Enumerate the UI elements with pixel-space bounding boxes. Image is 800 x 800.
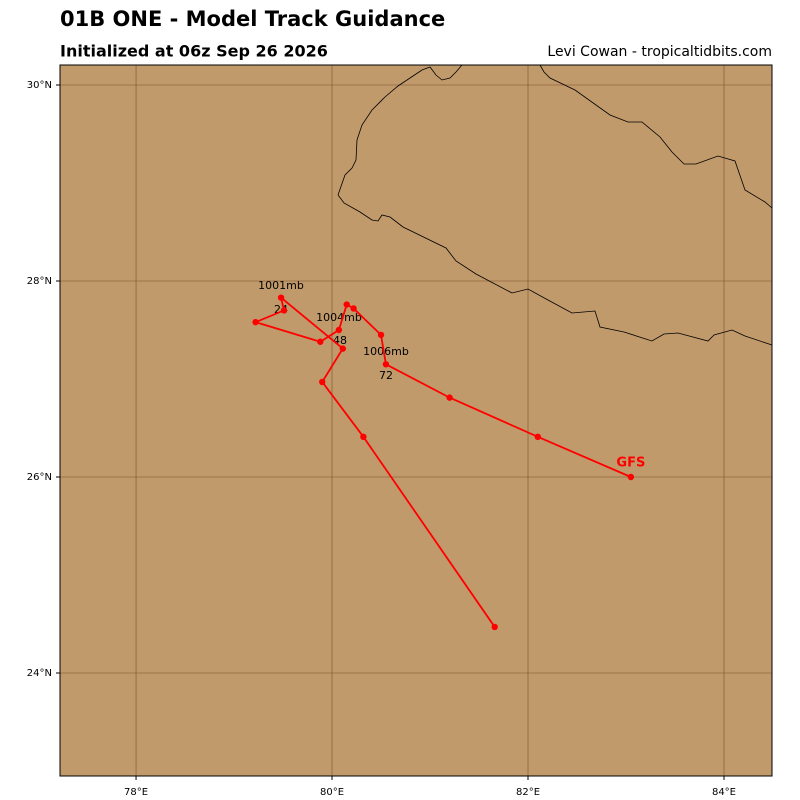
model-label: GFS bbox=[616, 455, 645, 470]
track-point bbox=[252, 318, 259, 326]
track-point bbox=[343, 301, 350, 308]
map-frame bbox=[59, 64, 773, 777]
track-point bbox=[534, 433, 542, 441]
track-point bbox=[491, 623, 498, 631]
track-point bbox=[350, 305, 357, 312]
track-point bbox=[319, 378, 326, 386]
track-point bbox=[360, 433, 367, 441]
credit: Levi Cowan - tropicaltidbits.com bbox=[547, 44, 772, 60]
hour-label: 48 bbox=[333, 334, 347, 347]
pressure-label: 1006mb bbox=[363, 345, 409, 358]
map-land bbox=[60, 65, 772, 776]
y-tick-label: 24°N bbox=[27, 668, 52, 679]
track-point bbox=[280, 307, 288, 314]
hour-label: 72 bbox=[379, 369, 393, 382]
pressure-label: 1004mb bbox=[316, 311, 362, 324]
border bbox=[337, 64, 773, 346]
y-tick-label: 26°N bbox=[27, 472, 52, 483]
y-tick-label: 30°N bbox=[27, 80, 52, 91]
track-point bbox=[277, 294, 285, 301]
track-point bbox=[446, 394, 453, 401]
track-point bbox=[339, 345, 347, 352]
chart-title: 01B ONE - Model Track Guidance bbox=[60, 7, 445, 31]
x-tick-label: 78°E bbox=[124, 787, 148, 798]
track-point bbox=[382, 361, 390, 368]
track-point bbox=[335, 326, 343, 334]
x-tick-label: 84°E bbox=[712, 787, 736, 798]
track-point bbox=[377, 331, 385, 339]
track-point bbox=[627, 473, 635, 481]
pressure-label: 1001mb bbox=[258, 279, 304, 292]
track-point bbox=[317, 338, 324, 345]
x-tick-label: 82°E bbox=[516, 787, 540, 798]
grid bbox=[60, 65, 772, 776]
y-tick-label: 28°N bbox=[27, 276, 52, 287]
subtitle: Initialized at 06z Sep 26 2026 bbox=[60, 42, 328, 61]
track-line bbox=[252, 295, 632, 628]
x-tick-label: 80°E bbox=[320, 787, 344, 798]
